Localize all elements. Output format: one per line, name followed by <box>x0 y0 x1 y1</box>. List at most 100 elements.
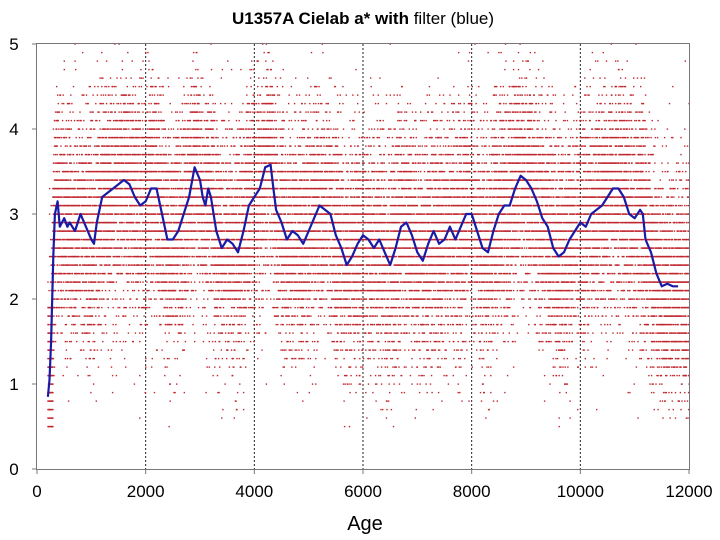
scatter-point-1185 <box>89 136 91 139</box>
scatter-point-1332 <box>94 221 96 224</box>
scatter-point-2890 <box>151 179 153 181</box>
scatter-point-1424 <box>98 323 100 326</box>
scatter-point-340 <box>58 128 60 130</box>
scatter-point-1499 <box>101 238 103 241</box>
scatter-point-670 <box>70 187 72 190</box>
scatter-point-657 <box>69 111 71 113</box>
scatter-point-3910 <box>189 315 191 317</box>
scatter-point-1851 <box>113 255 115 258</box>
scatter-point-3354 <box>167 85 170 88</box>
scatter-point-3049 <box>157 281 159 283</box>
scatter-point-2233 <box>127 255 130 258</box>
scatter-point-1314 <box>94 323 96 326</box>
scatter-point-401 <box>60 264 63 266</box>
scatter-point-1023 <box>83 238 86 241</box>
scatter-point-3390 <box>169 315 171 317</box>
scatter-point-7 <box>47 357 49 360</box>
scatter-point-184 <box>53 349 55 351</box>
scatter-point-4595 <box>214 323 216 326</box>
scatter-point-1493 <box>100 94 102 96</box>
scatter-point-513 <box>64 145 67 147</box>
scatter-point-299 <box>57 238 59 241</box>
scatter-point-189 <box>53 289 55 292</box>
scatter-point-1418 <box>97 196 100 198</box>
scatter-point-3177 <box>161 255 164 258</box>
scatter-point-2287 <box>129 298 132 300</box>
scatter-point-3120 <box>159 187 162 190</box>
scatter-point-1750 <box>109 255 112 258</box>
scatter-point-4911 <box>225 170 227 173</box>
scatter-point-2152 <box>125 340 127 343</box>
scatter-point-190 <box>53 281 55 283</box>
scatter-point-325 <box>57 102 59 105</box>
scatter-point-4722 <box>217 153 220 156</box>
scatter-point-3613 <box>177 281 180 283</box>
scatter-point-3212 <box>163 204 165 207</box>
scatter-point-3005 <box>155 230 158 232</box>
scatter-point-3388 <box>169 400 171 402</box>
scatter-point-164 <box>52 357 55 360</box>
scatter-point-4564 <box>213 281 215 283</box>
scatter-point-3099 <box>159 315 161 317</box>
scatter-point-906 <box>79 281 81 283</box>
scatter-point-2007 <box>119 221 121 224</box>
scatter-point-2268 <box>128 170 131 173</box>
scatter-point-4033 <box>192 51 195 54</box>
scatter-point-4777 <box>220 102 222 105</box>
scatter-point-2728 <box>146 281 148 283</box>
scatter-point-2257 <box>128 94 130 96</box>
scatter-point-2847 <box>150 298 152 300</box>
scatter-point-795 <box>75 306 77 309</box>
scatter-point-4710 <box>217 272 220 275</box>
scatter-point-1175 <box>89 264 91 266</box>
scatter-point-2052 <box>121 247 123 249</box>
scatter-point-3871 <box>187 272 189 275</box>
scatter-point-3955 <box>190 281 193 283</box>
scatter-point-3530 <box>174 136 176 139</box>
scatter-point-3840 <box>185 145 188 147</box>
scatter-point-596 <box>67 298 70 300</box>
chart-title-part-2: with <box>374 9 409 28</box>
scatter-point-1868 <box>114 204 116 207</box>
scatter-point-1928 <box>116 204 118 207</box>
scatter-point-610 <box>67 102 70 105</box>
scatter-point-3051 <box>157 264 159 266</box>
scatter-point-2849 <box>150 247 152 249</box>
scatter-point-2975 <box>154 213 157 215</box>
scatter-point-516 <box>65 272 67 275</box>
scatter-point-4050 <box>194 340 196 343</box>
scatter-point-4460 <box>209 255 211 258</box>
scatter-point-1909 <box>115 315 118 317</box>
scatter-point-3393 <box>169 281 171 283</box>
scatter-point-690 <box>70 128 72 130</box>
scatter-point-424 <box>61 179 63 181</box>
scatter-point-231 <box>54 289 57 292</box>
scatter-point-1203 <box>89 128 91 130</box>
scatter-point-4163 <box>197 264 200 266</box>
scatter-point-4157 <box>197 111 199 113</box>
scatter-point-4904 <box>225 315 227 317</box>
scatter-point-1588 <box>103 111 106 113</box>
scatter-point-3233 <box>163 119 165 122</box>
scatter-point-2361 <box>132 281 134 283</box>
scatter-point-276 <box>56 85 58 88</box>
scatter-point-3141 <box>160 298 163 300</box>
scatter-point-848 <box>76 153 78 156</box>
scatter-point-1793 <box>110 102 113 105</box>
scatter-point-878 <box>78 289 80 292</box>
scatter-point-421 <box>61 204 63 207</box>
scatter-point-219 <box>54 247 56 249</box>
scatter-point-2497 <box>136 136 139 139</box>
scatter-point-256 <box>55 162 57 164</box>
scatter-point-779 <box>74 281 76 283</box>
scatter-point-1781 <box>110 272 113 275</box>
scatter-point-1650 <box>106 264 108 266</box>
scatter-point-1839 <box>113 281 115 283</box>
scatter-point-1631 <box>105 111 107 113</box>
scatter-point-986 <box>82 51 84 54</box>
scatter-point-1692 <box>107 179 109 181</box>
scatter-point-3787 <box>183 94 185 96</box>
scatter-point-4143 <box>197 238 199 241</box>
scatter-point-1853 <box>113 230 115 232</box>
scatter-point-2127 <box>123 204 126 207</box>
